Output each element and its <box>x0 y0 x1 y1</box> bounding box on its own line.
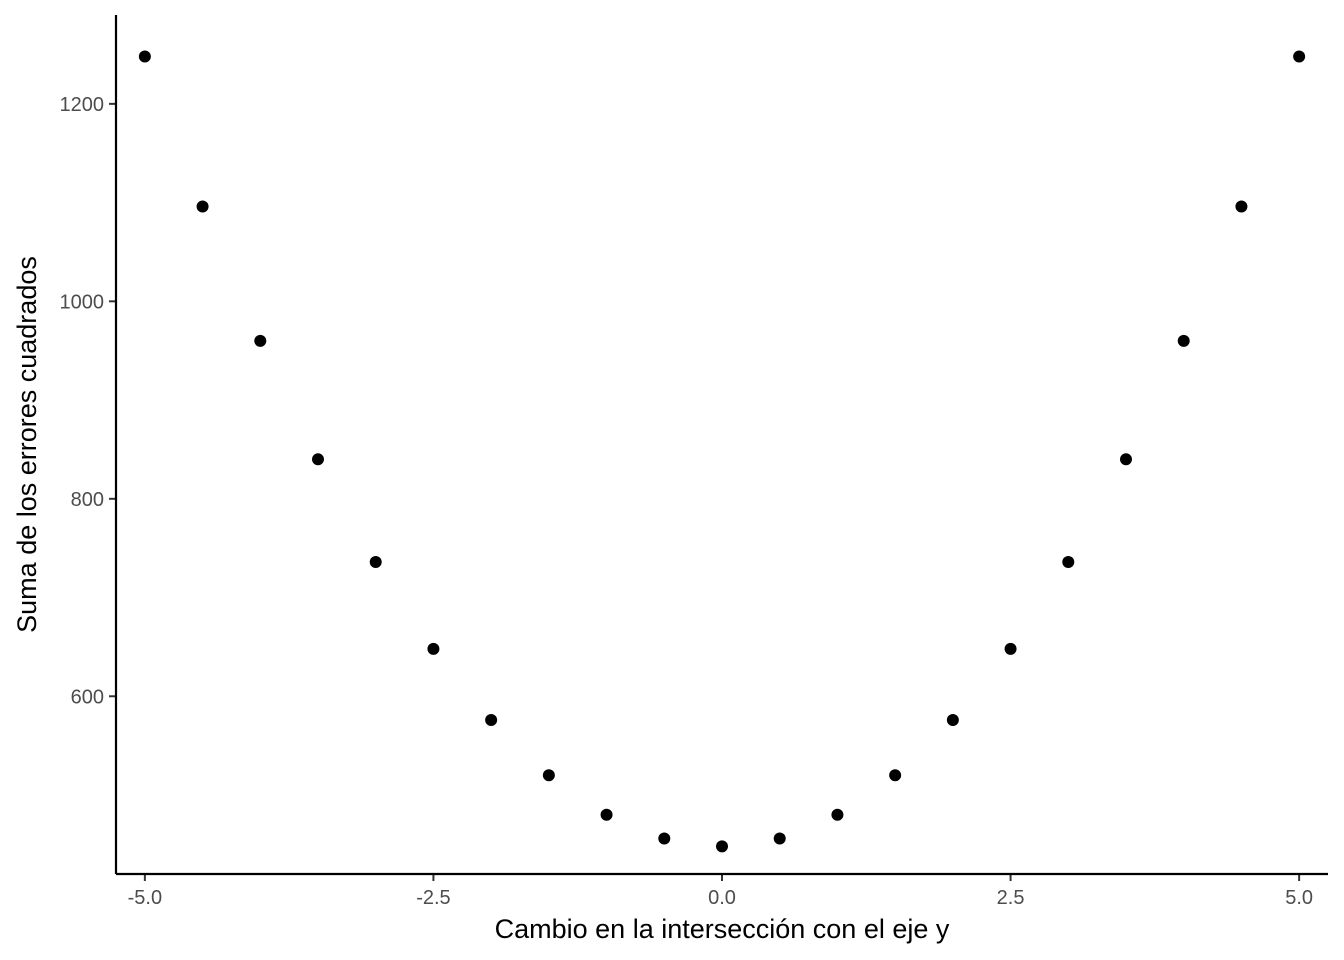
x-tick-label: -5.0 <box>128 887 162 909</box>
data-point <box>138 50 151 63</box>
data-point <box>1004 642 1017 655</box>
x-tick-label: 5.0 <box>1285 887 1313 909</box>
x-tick-label: 2.5 <box>997 887 1025 909</box>
x-axis-ticks: -5.0 -2.5 0.0 2.5 5.0 <box>128 874 1313 909</box>
data-point <box>831 808 844 821</box>
y-tick-label: 800 <box>71 489 104 511</box>
data-point <box>946 713 959 726</box>
y-axis-ticks: 600 800 1000 1200 <box>60 94 116 708</box>
x-axis-title: Cambio en la intersección con el eje y <box>495 914 950 944</box>
data-point <box>600 808 613 821</box>
data-point <box>254 334 267 347</box>
data-point <box>427 642 440 655</box>
y-tick-label: 1000 <box>60 291 105 313</box>
data-point <box>1293 50 1306 63</box>
y-tick-label: 1200 <box>60 94 105 116</box>
data-point <box>773 832 786 845</box>
data-point <box>369 555 382 568</box>
y-tick-label: 600 <box>71 686 104 708</box>
data-point <box>1177 334 1190 347</box>
y-axis-title: Suma de los errores cuadrados <box>12 256 42 633</box>
data-point <box>1062 555 1075 568</box>
points-layer <box>138 50 1306 853</box>
data-point <box>658 832 671 845</box>
data-point <box>1235 200 1248 213</box>
data-point <box>485 713 498 726</box>
data-point <box>312 453 324 466</box>
data-point <box>1120 453 1132 466</box>
x-tick-label: -2.5 <box>416 887 450 909</box>
data-point <box>542 769 555 782</box>
x-tick-label: 0.0 <box>708 887 736 909</box>
data-point <box>889 769 902 782</box>
data-point <box>196 200 209 213</box>
data-point <box>716 840 728 853</box>
